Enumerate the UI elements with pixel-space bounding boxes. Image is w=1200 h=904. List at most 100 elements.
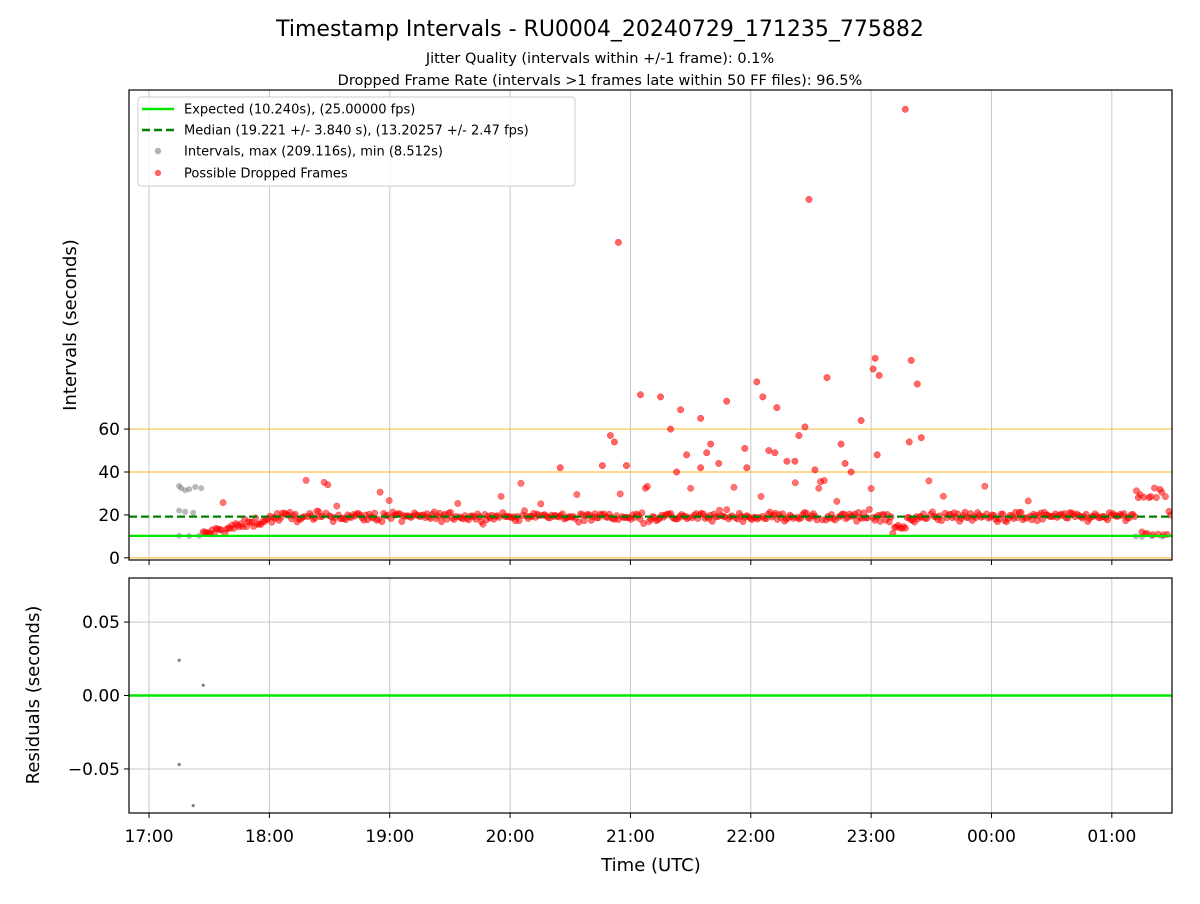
dropped-outlier-point — [657, 393, 664, 401]
dropped-outlier-point — [857, 417, 865, 424]
dropped-point — [371, 509, 379, 517]
dropped-point — [981, 482, 989, 490]
dropped-point — [865, 506, 873, 513]
bottom-xtick-label: 23:00 — [847, 827, 896, 847]
dropped-point — [815, 484, 823, 492]
residual-point — [191, 804, 195, 808]
top-ytick-label: 40 — [98, 463, 120, 483]
bottom-xtick-label: 18:00 — [245, 827, 294, 847]
dropped-point — [378, 518, 386, 526]
legend-entry: Expected (10.240s), (25.00000 fps) — [184, 103, 415, 118]
legend-entry: Possible Dropped Frames — [184, 167, 348, 182]
legend-box — [137, 96, 576, 187]
residual-point — [177, 762, 181, 767]
dropped-outlier-point — [743, 464, 751, 472]
dropped-outlier-point — [715, 459, 723, 467]
dropped-point — [638, 509, 646, 517]
dropped-outlier-point — [873, 451, 881, 459]
dropped-outlier-point — [795, 432, 803, 439]
dropped-outlier-point — [791, 457, 799, 465]
dropped-outlier-point — [697, 464, 705, 472]
residual-point — [201, 683, 205, 687]
dropped-point — [791, 479, 799, 487]
bottom-ytick-label: 0.00 — [82, 687, 120, 707]
dropped-outlier-point — [901, 105, 909, 113]
dropped-outlier-point — [614, 238, 622, 246]
top-plot-area — [129, 105, 1172, 540]
dropped-outlier-point — [606, 432, 614, 439]
dropped-point — [517, 479, 525, 487]
dropped-outlier-point — [753, 378, 761, 386]
intervals-panel: 0 20 40 60 Expected (10.240s), (25.00000 fps… — [98, 89, 1173, 569]
dropped-point — [1024, 497, 1032, 505]
dropped-point — [1017, 508, 1025, 516]
dropped-point — [1152, 494, 1160, 501]
chart-subtitle-jitter: Jitter Quality (intervals within +/-1 fr… — [425, 51, 774, 67]
bottom-xtick-label: 00:00 — [967, 827, 1016, 847]
dropped-point — [376, 488, 384, 496]
dropped-outlier-point — [811, 466, 819, 474]
dropped-outlier-point — [907, 356, 915, 364]
bottom-xtick-label: 22:00 — [726, 827, 775, 847]
top-ytick-label: 0 — [109, 549, 120, 569]
dropped-outlier-point — [683, 451, 691, 459]
dropped-point — [901, 524, 909, 532]
chart-subtitle-dropped: Dropped Frame Rate (intervals >1 frames … — [338, 73, 863, 89]
top-ytick-label: 60 — [98, 420, 120, 440]
top-frame — [128, 89, 1173, 561]
dropped-point — [723, 506, 731, 514]
dropped-outlier-point — [765, 447, 773, 454]
legend-entry: Intervals, max (209.116s), min (8.512s) — [184, 145, 443, 160]
dropped-outlier-point — [917, 434, 925, 442]
dropped-point — [643, 482, 651, 490]
chart-title: Timestamp Intervals - RU0004_20240729_17… — [275, 17, 924, 42]
dropped-point — [573, 491, 581, 498]
bottom-ytick-label: 0.05 — [82, 613, 120, 633]
dropped-outlier-point — [697, 414, 705, 422]
dropped-outlier-point — [837, 440, 845, 448]
dropped-point — [730, 483, 738, 491]
bottom-ytick-label: −0.05 — [68, 760, 120, 780]
dropped-outlier-point — [707, 440, 715, 448]
dropped-point — [820, 477, 828, 484]
bottom-xtick-label: 17:00 — [125, 827, 174, 847]
dropped-point — [219, 499, 227, 507]
dropped-outlier-point — [913, 380, 921, 388]
dropped-outlier-point — [741, 444, 749, 452]
dropped-point — [757, 493, 765, 500]
dropped-outlier-point — [598, 462, 606, 470]
dropped-outlier-point — [805, 196, 813, 203]
legend-entry: Median (19.221 +/- 3.840 s), (13.20257 +… — [184, 124, 529, 139]
top-ylabel: Intervals (seconds) — [60, 239, 81, 411]
dropped-point — [833, 497, 841, 505]
interval-point — [198, 485, 205, 492]
dropped-point — [999, 510, 1007, 518]
dropped-point — [333, 502, 341, 510]
residuals-panel: −0.05 0.00 0.05 17:00 18:00 19:00 20:00 21:00 22… — [68, 577, 1173, 847]
dropped-point — [324, 481, 332, 489]
legend-dropped-swatch — [154, 169, 162, 177]
dropped-outlier-point — [556, 464, 564, 472]
dropped-outlier-point — [759, 393, 767, 401]
bottom-xtick-label: 19:00 — [365, 827, 414, 847]
bottom-ylabel: Residuals (seconds) — [23, 606, 44, 785]
dropped-point — [302, 476, 310, 484]
legend: Expected (10.240s), (25.00000 fps) Median… — [137, 96, 576, 187]
bottom-xlabel: Time (UTC) — [600, 855, 701, 876]
dropped-outlier-point — [905, 438, 913, 446]
dropped-point — [687, 484, 695, 492]
dropped-outlier-point — [869, 365, 877, 373]
dropped-point — [1161, 493, 1169, 501]
residual-point — [177, 658, 181, 662]
dropped-outlier-point — [875, 371, 883, 379]
dropped-outlier-point — [637, 391, 644, 399]
interval-point — [190, 509, 197, 516]
dropped-point — [537, 500, 545, 508]
dropped-outlier-point — [841, 459, 849, 467]
dropped-outlier-point — [723, 397, 731, 405]
dropped-point — [497, 492, 505, 500]
dropped-outlier-point — [847, 468, 855, 476]
interval-point — [192, 484, 199, 491]
